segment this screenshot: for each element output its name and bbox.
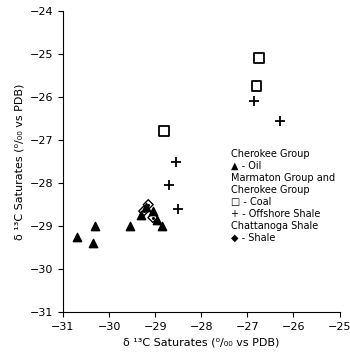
Point: [141, 208, 146, 214]
Text: ◆ - Shale: ◆ - Shale: [231, 233, 275, 243]
Point: [254, 83, 259, 89]
Point: [90, 241, 96, 246]
Point: [150, 215, 156, 220]
Point: [175, 206, 181, 212]
Point: [150, 215, 156, 220]
Text: Marmaton Group and: Marmaton Group and: [231, 173, 335, 183]
Text: Chattanoga Shale: Chattanoga Shale: [231, 221, 318, 231]
Text: □ - Coal: □ - Coal: [231, 197, 272, 207]
Point: [256, 55, 262, 61]
Point: [162, 129, 167, 134]
Point: [139, 213, 144, 218]
Point: [173, 159, 179, 164]
X-axis label: δ ¹³C Saturates (⁰/₀₀ vs PDB): δ ¹³C Saturates (⁰/₀₀ vs PDB): [123, 337, 279, 348]
Point: [74, 234, 80, 240]
Point: [146, 202, 151, 208]
Point: [146, 202, 151, 208]
Point: [251, 98, 257, 104]
Text: Cherokee Group: Cherokee Group: [231, 149, 310, 159]
Point: [155, 217, 160, 223]
Y-axis label: δ ¹³C Saturates (⁰/₀₀ vs PDB): δ ¹³C Saturates (⁰/₀₀ vs PDB): [14, 83, 24, 240]
Text: ▲ - Oil: ▲ - Oil: [231, 161, 261, 171]
Text: Cherokee Group: Cherokee Group: [231, 185, 310, 195]
Point: [150, 208, 156, 214]
Point: [166, 182, 172, 188]
Point: [143, 204, 149, 210]
Point: [127, 223, 133, 229]
Point: [141, 208, 146, 214]
Point: [159, 223, 165, 229]
Point: [92, 223, 98, 229]
Text: + - Offshore Shale: + - Offshore Shale: [231, 209, 321, 219]
Point: [277, 118, 282, 123]
